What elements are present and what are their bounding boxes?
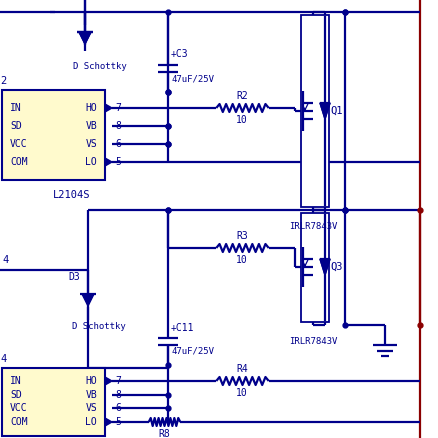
Text: IRLR7843V: IRLR7843V <box>289 222 337 231</box>
Text: SD: SD <box>10 390 22 400</box>
Text: LO: LO <box>85 157 97 167</box>
Text: Q1: Q1 <box>330 106 343 116</box>
Text: +C3: +C3 <box>171 49 189 59</box>
Polygon shape <box>79 32 91 44</box>
Text: 8: 8 <box>115 390 121 400</box>
Text: VB: VB <box>85 121 97 131</box>
Text: VS: VS <box>85 403 97 413</box>
Bar <box>2 90 105 180</box>
Polygon shape <box>320 103 330 119</box>
Text: R3: R3 <box>236 231 248 241</box>
Text: R4: R4 <box>236 364 248 374</box>
Bar <box>301 15 329 207</box>
Text: 10: 10 <box>236 115 248 125</box>
Polygon shape <box>105 418 112 426</box>
Text: 4: 4 <box>2 255 8 265</box>
Text: 47uF/25V: 47uF/25V <box>171 347 214 356</box>
Text: HO: HO <box>85 103 97 113</box>
Bar <box>301 213 329 322</box>
Text: R2: R2 <box>236 91 248 101</box>
Text: SD: SD <box>10 121 22 131</box>
Text: 7: 7 <box>115 103 121 113</box>
Text: Q3: Q3 <box>330 262 343 272</box>
Text: +C11: +C11 <box>171 323 194 333</box>
Text: VS: VS <box>85 139 97 149</box>
Text: 47uF/25V: 47uF/25V <box>171 74 214 83</box>
Text: 6: 6 <box>115 403 121 413</box>
Text: 4: 4 <box>0 354 6 364</box>
Polygon shape <box>82 294 94 306</box>
Bar <box>2 368 105 436</box>
Text: 6: 6 <box>115 139 121 149</box>
Polygon shape <box>105 104 112 112</box>
Text: VCC: VCC <box>10 403 28 413</box>
Text: L2104S: L2104S <box>53 190 91 200</box>
Text: R8: R8 <box>158 429 170 438</box>
Polygon shape <box>320 103 330 119</box>
Text: VB: VB <box>85 390 97 400</box>
Text: 5: 5 <box>115 417 121 427</box>
Text: IN: IN <box>10 376 22 386</box>
Text: HO: HO <box>85 376 97 386</box>
Text: COM: COM <box>10 417 28 427</box>
Text: D Schottky: D Schottky <box>72 322 126 331</box>
Text: VCC: VCC <box>10 139 28 149</box>
Polygon shape <box>79 32 91 44</box>
Text: D3: D3 <box>68 272 80 282</box>
Text: 7: 7 <box>115 376 121 386</box>
Text: LO: LO <box>85 417 97 427</box>
Text: D Schottky: D Schottky <box>73 62 127 71</box>
Text: COM: COM <box>10 157 28 167</box>
Text: 5: 5 <box>115 157 121 167</box>
Polygon shape <box>320 259 330 275</box>
Polygon shape <box>105 377 112 385</box>
Text: 10: 10 <box>236 255 248 265</box>
Text: 10: 10 <box>236 388 248 398</box>
Text: 8: 8 <box>115 121 121 131</box>
Polygon shape <box>320 259 330 275</box>
Text: IRLR7843V: IRLR7843V <box>289 337 337 346</box>
Text: IN: IN <box>10 103 22 113</box>
Polygon shape <box>105 158 112 166</box>
Text: 2: 2 <box>0 76 6 86</box>
